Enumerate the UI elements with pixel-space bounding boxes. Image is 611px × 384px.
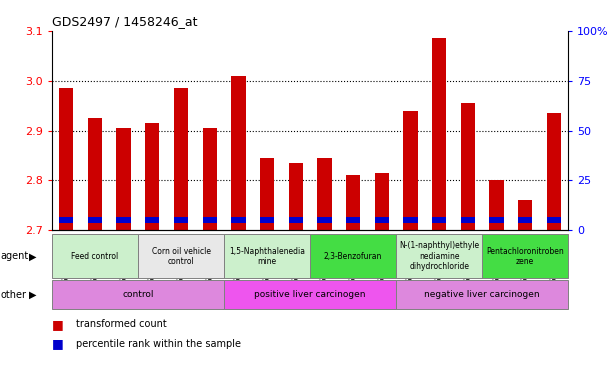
Bar	[138, 234, 224, 278]
Text: other: other	[1, 290, 27, 300]
Bar	[174, 88, 188, 230]
Text: GDS2497 / 1458246_at: GDS2497 / 1458246_at	[52, 15, 197, 28]
Bar	[518, 217, 532, 223]
Bar	[432, 38, 446, 230]
Bar	[145, 123, 159, 230]
Bar	[288, 163, 303, 230]
Bar	[59, 88, 73, 230]
Bar	[317, 158, 332, 230]
Bar	[375, 173, 389, 230]
Bar	[145, 217, 159, 223]
Bar	[260, 158, 274, 230]
Bar	[547, 217, 561, 223]
Bar	[117, 128, 131, 230]
Bar	[52, 280, 224, 309]
Text: agent: agent	[1, 251, 29, 262]
Bar	[88, 217, 102, 223]
Text: ■: ■	[52, 337, 64, 350]
Text: negative liver carcinogen: negative liver carcinogen	[425, 290, 540, 299]
Bar	[224, 280, 396, 309]
Bar	[117, 217, 131, 223]
Text: 1,5-Naphthalenedia
mine: 1,5-Naphthalenedia mine	[229, 247, 305, 266]
Text: ▶: ▶	[29, 290, 37, 300]
Bar	[346, 217, 360, 223]
Bar	[489, 217, 503, 223]
Text: positive liver carcinogen: positive liver carcinogen	[254, 290, 366, 299]
Bar	[260, 217, 274, 223]
Text: Feed control: Feed control	[71, 252, 119, 261]
Bar	[482, 234, 568, 278]
Bar	[403, 217, 418, 223]
Bar	[202, 217, 217, 223]
Text: percentile rank within the sample: percentile rank within the sample	[76, 339, 241, 349]
Text: transformed count: transformed count	[76, 319, 167, 329]
Text: ■: ■	[52, 318, 64, 331]
Bar	[174, 217, 188, 223]
Bar	[432, 217, 446, 223]
Bar	[461, 103, 475, 230]
Bar	[518, 200, 532, 230]
Bar	[59, 217, 73, 223]
Bar	[288, 217, 303, 223]
Text: control: control	[122, 290, 154, 299]
Bar	[202, 128, 217, 230]
Bar	[310, 234, 396, 278]
Text: N-(1-naphthyl)ethyle
nediamine
dihydrochloride: N-(1-naphthyl)ethyle nediamine dihydroch…	[399, 242, 479, 271]
Text: Pentachloronitroben
zene: Pentachloronitroben zene	[486, 247, 564, 266]
Bar	[231, 217, 246, 223]
Bar	[396, 280, 568, 309]
Bar	[224, 234, 310, 278]
Text: ▶: ▶	[29, 251, 37, 262]
Bar	[547, 113, 561, 230]
Text: 2,3-Benzofuran: 2,3-Benzofuran	[324, 252, 382, 261]
Bar	[231, 76, 246, 230]
Bar	[317, 217, 332, 223]
Bar	[52, 234, 138, 278]
Bar	[403, 111, 418, 230]
Bar	[396, 234, 482, 278]
Bar	[489, 180, 503, 230]
Bar	[346, 175, 360, 230]
Text: Corn oil vehicle
control: Corn oil vehicle control	[152, 247, 211, 266]
Bar	[375, 217, 389, 223]
Bar	[88, 118, 102, 230]
Bar	[461, 217, 475, 223]
